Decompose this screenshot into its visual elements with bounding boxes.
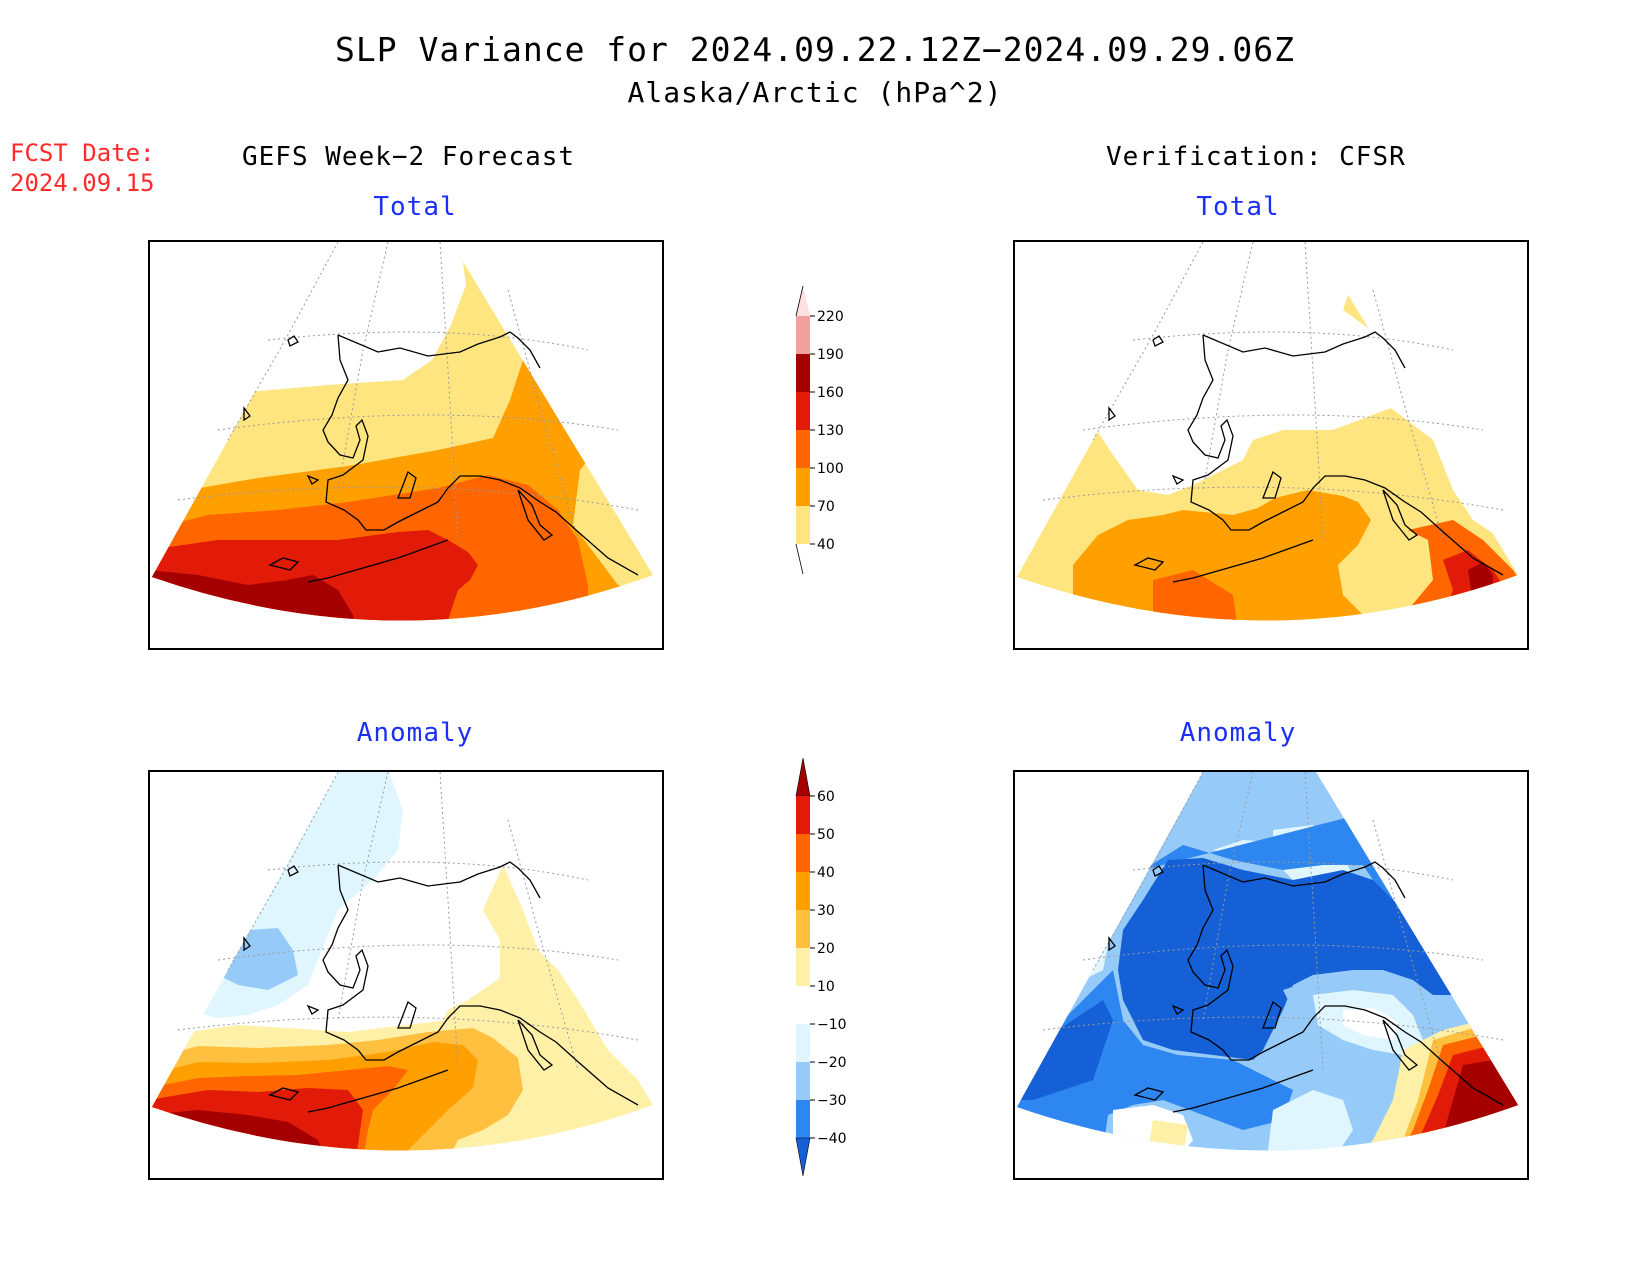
colorbar-total-swatch xyxy=(796,316,810,354)
colorbar-total-label: 40 xyxy=(817,537,835,553)
colorbar-anomaly-swatch xyxy=(796,1100,810,1138)
colorbar-anomaly-end-bottom xyxy=(795,1137,811,1177)
colorbar-anomaly-label: 50 xyxy=(817,827,835,843)
colorbar-total-swatch xyxy=(796,506,810,544)
colorbar-total-label: 70 xyxy=(817,499,835,515)
colorbar-total: 40 70 100 130 160 190 220 xyxy=(795,285,844,575)
figure-subtitle: Alaska/Arctic (hPa^2) xyxy=(627,76,1003,109)
forecast-date-label: FCST Date: xyxy=(10,139,155,167)
colorbar-total-label: 160 xyxy=(817,385,844,401)
colorbar-anomaly-label: −30 xyxy=(817,1093,847,1109)
colorbar-total-label: 190 xyxy=(817,347,844,363)
panel-frame-verify-total xyxy=(1013,240,1529,650)
colorbar-anomaly-label: 30 xyxy=(817,903,835,919)
colorbar-total-label: 130 xyxy=(817,423,844,439)
colorbar-anomaly-end-top xyxy=(795,757,811,797)
panel-frame-forecast-total xyxy=(148,240,664,650)
colorbar-anomaly: −40 −30 −20 −10 10 20 30 40 50 60 xyxy=(795,757,847,1177)
colorbar-anomaly-swatch xyxy=(796,986,810,1024)
panel-title-forecast-total: Total xyxy=(373,192,457,222)
colorbar-total-end-top xyxy=(796,286,810,316)
panel-title-verify-total: Total xyxy=(1196,192,1280,222)
panel-frame-verify-anomaly xyxy=(1013,770,1529,1180)
column-title-forecast: GEFS Week−2 Forecast xyxy=(242,142,576,172)
panel-title-verify-anomaly: Anomaly xyxy=(1179,718,1297,748)
colorbar-anomaly-swatch xyxy=(796,1024,810,1062)
colorbar-anomaly-label: −20 xyxy=(817,1055,847,1071)
colorbar-anomaly-swatch xyxy=(796,834,810,872)
map-forecast-anomaly xyxy=(152,771,653,1151)
colorbar-anomaly-label: 60 xyxy=(817,789,835,805)
panel-frame-forecast-anomaly xyxy=(148,770,664,1180)
colorbar-total-label: 100 xyxy=(817,461,844,477)
colorbar-anomaly-swatch xyxy=(796,948,810,986)
colorbar-total-swatch xyxy=(796,354,810,392)
colorbar-anomaly-swatch xyxy=(796,1062,810,1100)
colorbar-anomaly-swatch xyxy=(796,872,810,910)
colorbar-anomaly-swatch xyxy=(796,910,810,948)
column-title-verification: Verification: CFSR xyxy=(1106,142,1406,172)
colorbar-total-label: 220 xyxy=(817,309,844,325)
colorbar-total-swatch xyxy=(796,392,810,430)
colorbar-anomaly-label: 20 xyxy=(817,941,835,957)
figure-title: SLP Variance for 2024.09.22.12Z−2024.09.… xyxy=(335,30,1295,69)
map-verify-anomaly xyxy=(1017,771,1518,1151)
map-forecast-total xyxy=(152,241,653,621)
forecast-date: FCST Date: 2024.09.15 xyxy=(10,138,155,198)
colorbar-anomaly-label: −10 xyxy=(817,1017,847,1033)
colorbar-total-swatch xyxy=(796,468,810,506)
colorbar-total-end-bottom xyxy=(796,544,810,574)
colorbar-anomaly-swatch xyxy=(796,796,810,834)
forecast-date-value: 2024.09.15 xyxy=(10,169,155,197)
colorbar-anomaly-label: −40 xyxy=(817,1131,847,1147)
colorbar-anomaly-label: 40 xyxy=(817,865,835,881)
colorbar-anomaly-label: 10 xyxy=(817,979,835,995)
colorbar-total-swatch xyxy=(796,430,810,468)
map-verify-total xyxy=(1017,241,1518,621)
panel-title-forecast-anomaly: Anomaly xyxy=(356,718,474,748)
